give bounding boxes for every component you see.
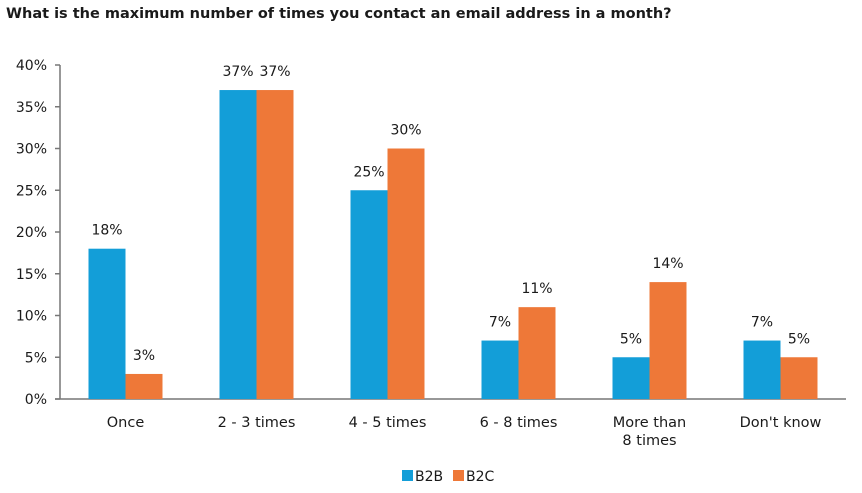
bar-b2c — [649, 282, 687, 399]
y-tick-label: 5% — [25, 350, 47, 366]
bar-b2c — [256, 90, 294, 400]
bar-b2b — [350, 190, 388, 399]
y-tick-label: 20% — [16, 225, 47, 241]
legend-label: B2B — [415, 469, 443, 485]
legend-swatch-b2c — [453, 470, 464, 481]
bar-b2c — [387, 148, 425, 399]
chart-title: What is the maximum number of times you … — [6, 6, 672, 22]
bar-b2c — [518, 307, 556, 399]
bar-b2b — [219, 90, 257, 400]
bar-b2b — [88, 248, 126, 399]
x-tick-label: 8 times — [622, 433, 676, 449]
legend-label: B2C — [466, 469, 495, 485]
bar-b2c — [125, 373, 163, 399]
y-tick-label: 40% — [16, 58, 47, 74]
bar-b2c — [780, 357, 818, 399]
y-tick-label: 15% — [16, 267, 47, 283]
data-label: 14% — [652, 256, 683, 272]
bar-b2b — [612, 357, 650, 399]
y-tick-label: 10% — [16, 309, 47, 325]
data-label: 30% — [390, 123, 421, 139]
data-label: 7% — [489, 315, 511, 331]
x-tick-label: 6 - 8 times — [480, 415, 558, 431]
legend-swatch-b2b — [402, 470, 413, 481]
y-tick-label: 25% — [16, 183, 47, 199]
data-label: 25% — [353, 164, 384, 180]
data-label: 5% — [788, 331, 810, 347]
x-tick-label: Don't know — [740, 415, 822, 431]
x-tick-label: More than — [613, 415, 687, 431]
x-tick-label: 4 - 5 times — [349, 415, 427, 431]
data-label: 7% — [751, 315, 773, 331]
data-label: 5% — [620, 331, 642, 347]
data-label: 3% — [133, 348, 155, 364]
y-tick-label: 0% — [25, 392, 47, 408]
y-tick-label: 35% — [16, 100, 47, 116]
x-tick-label: Once — [107, 415, 145, 431]
bar-b2b — [743, 340, 781, 399]
data-label: 37% — [222, 64, 253, 80]
bar-b2b — [481, 340, 519, 399]
data-label: 37% — [259, 64, 290, 80]
data-label: 18% — [91, 223, 122, 239]
x-tick-label: 2 - 3 times — [218, 415, 296, 431]
data-label: 11% — [521, 281, 552, 297]
y-tick-label: 30% — [16, 142, 47, 158]
